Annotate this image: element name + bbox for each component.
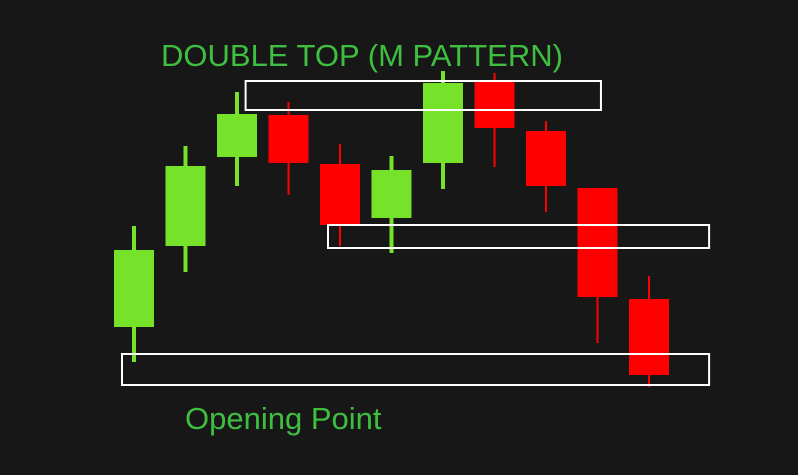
candle-6-up xyxy=(371,156,412,253)
candle-4-down xyxy=(268,102,309,195)
candle-10-down xyxy=(577,188,618,343)
candle-2-up xyxy=(165,146,206,272)
candle-1-up xyxy=(114,226,154,362)
candle-body xyxy=(114,250,154,327)
candle-body xyxy=(423,83,463,163)
candle-5-down xyxy=(320,144,360,246)
candle-body xyxy=(474,82,515,128)
candle-body xyxy=(371,170,412,218)
opening-point-zone xyxy=(121,353,711,386)
candle-body xyxy=(577,188,618,297)
candle-body xyxy=(268,115,309,163)
candle-7-up xyxy=(423,71,463,189)
candle-body xyxy=(629,299,669,375)
opening-point-label: Opening Point xyxy=(185,401,382,436)
neckline-zone xyxy=(327,224,711,249)
candle-3-up xyxy=(217,92,257,186)
candle-9-down xyxy=(526,121,566,212)
candle-body xyxy=(165,166,206,246)
candle-body xyxy=(320,164,360,225)
candle-8-down xyxy=(474,73,515,167)
candle-11-down xyxy=(629,276,669,387)
chart-title: DOUBLE TOP (M PATTERN) xyxy=(161,38,563,73)
candle-body xyxy=(526,131,566,186)
candle-body xyxy=(217,114,257,157)
top-resistance-zone xyxy=(244,80,602,111)
